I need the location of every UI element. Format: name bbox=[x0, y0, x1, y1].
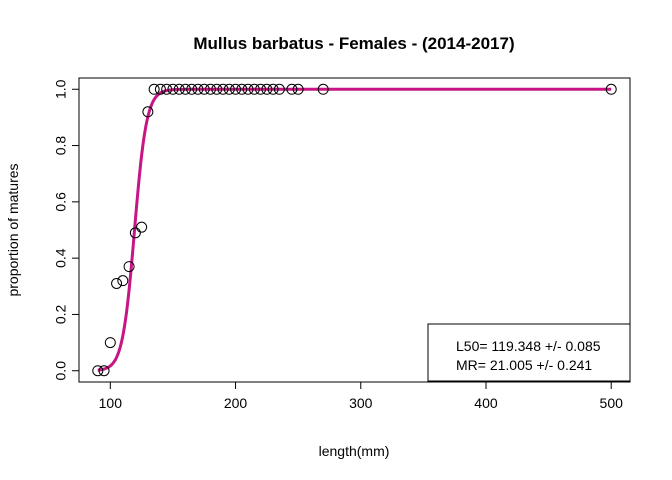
data-point bbox=[98, 365, 110, 377]
y-tick-label: 1.0 bbox=[53, 79, 69, 99]
data-point bbox=[198, 83, 210, 95]
y-tick-label: 0.2 bbox=[53, 305, 69, 325]
data-point bbox=[186, 83, 198, 95]
data-point bbox=[317, 83, 329, 95]
data-point bbox=[230, 83, 242, 95]
data-point bbox=[273, 83, 285, 95]
x-tick-label: 200 bbox=[224, 395, 248, 411]
legend-frame bbox=[427, 323, 631, 382]
data-point bbox=[242, 83, 254, 95]
fitted-ogive-line bbox=[97, 87, 612, 372]
data-point bbox=[211, 83, 223, 95]
data-point bbox=[148, 83, 160, 95]
x-tick-label: 300 bbox=[349, 395, 373, 411]
legend-mr: MR= 21.005 +/- 0.241 bbox=[456, 357, 592, 373]
data-point bbox=[123, 261, 135, 273]
x-tick-label: 500 bbox=[600, 395, 624, 411]
data-point bbox=[111, 277, 123, 289]
data-point bbox=[129, 227, 141, 239]
data-point bbox=[255, 83, 267, 95]
data-point bbox=[136, 221, 148, 233]
y-tick-label: 0.6 bbox=[53, 192, 69, 212]
y-axis-label: proportion of matures bbox=[5, 163, 21, 296]
y-tick-label: 0.4 bbox=[53, 248, 69, 268]
data-point bbox=[192, 83, 204, 95]
chart-title: Mullus barbatus - Females - (2014-2017) bbox=[193, 34, 514, 53]
data-point bbox=[173, 83, 185, 95]
data-point bbox=[179, 83, 191, 95]
data-point bbox=[286, 83, 298, 95]
data-point bbox=[236, 83, 248, 95]
data-point bbox=[261, 83, 273, 95]
data-point bbox=[605, 83, 617, 95]
data-point bbox=[154, 83, 166, 95]
y-tick-label: 0.8 bbox=[53, 136, 69, 156]
data-point bbox=[217, 83, 229, 95]
x-tick-label: 400 bbox=[474, 395, 498, 411]
data-point bbox=[161, 83, 173, 95]
data-point bbox=[223, 83, 235, 95]
data-point bbox=[167, 83, 179, 95]
legend-box: L50= 119.348 +/- 0.085 MR= 21.005 +/- 0.… bbox=[427, 323, 631, 382]
data-point bbox=[248, 83, 260, 95]
data-point bbox=[204, 83, 216, 95]
data-point bbox=[117, 275, 129, 287]
data-point bbox=[292, 83, 304, 95]
x-axis-label: length(mm) bbox=[319, 443, 390, 459]
data-point bbox=[104, 337, 116, 349]
legend-l50: L50= 119.348 +/- 0.085 bbox=[456, 338, 601, 354]
data-point bbox=[92, 365, 104, 377]
plot-area: 100 200 300 400 500 0.0 0.2 0.4 0.6 0.8 1.0 bbox=[53, 77, 631, 411]
data-point bbox=[267, 83, 279, 95]
y-tick-label: 0.0 bbox=[53, 361, 69, 381]
data-point bbox=[142, 106, 154, 118]
x-tick-label: 100 bbox=[99, 395, 123, 411]
